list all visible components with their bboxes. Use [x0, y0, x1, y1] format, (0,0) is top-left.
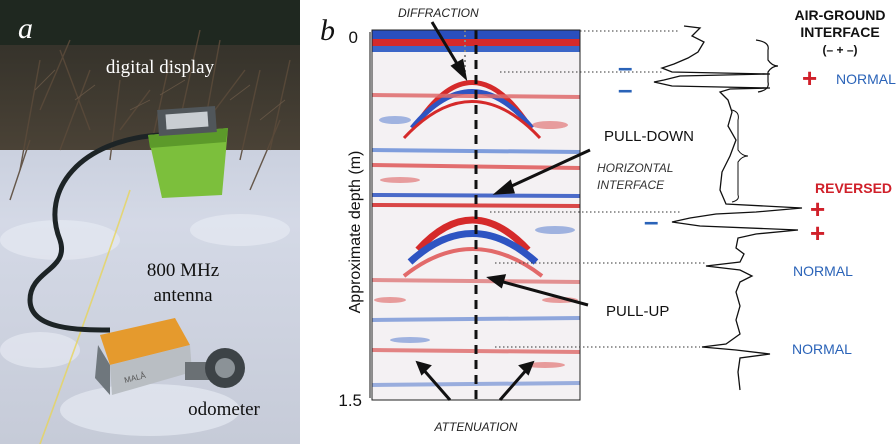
- air-ground-label-1: AIR-GROUND: [795, 7, 886, 23]
- depth-tick-1-5: 1.5: [338, 391, 362, 410]
- plus-sign-2: +: [810, 194, 825, 224]
- radargram-panel: b: [320, 6, 896, 434]
- air-ground-label-2: INTERFACE: [800, 24, 879, 40]
- pull-down-arrow: [502, 148, 591, 192]
- normal-label-3: NORMAL: [792, 341, 852, 357]
- panel-b-letter: b: [320, 14, 335, 47]
- pull-up-label: PULL-UP: [606, 303, 669, 320]
- bucket-with-display: [148, 106, 228, 198]
- depth-axis-label: Approximate depth (m): [347, 151, 364, 314]
- normal-label-2: NORMAL: [793, 263, 853, 279]
- air-ground-polarity: (– + –): [822, 43, 857, 57]
- trace-waveform: [653, 25, 803, 391]
- depth-tick-0: 0: [349, 28, 358, 47]
- normal-label-1: NORMAL: [836, 71, 896, 87]
- attenuation-label: ATTENUATION: [434, 420, 518, 434]
- mid-bracket: [731, 109, 749, 203]
- minus-sign-2: –: [618, 74, 632, 104]
- pull-up-arrow: [495, 278, 589, 307]
- minus-sign-1: –: [618, 52, 632, 82]
- field-photo-panel: MALÅ a digital display 800 MHz antenna o…: [0, 0, 300, 444]
- panel-a-letter: a: [18, 12, 33, 45]
- horizontal-interface-label-1: HORIZONTAL: [597, 161, 673, 175]
- radargram-frame: [371, 29, 581, 401]
- antenna-device: MALÅ: [95, 318, 245, 395]
- diffraction-label: DIFFRACTION: [398, 6, 479, 20]
- plus-sign-3: +: [810, 218, 825, 248]
- pull-down-label: PULL-DOWN: [604, 128, 694, 145]
- antenna-label-line1: 800 MHz: [147, 260, 219, 281]
- plus-sign-1: +: [802, 63, 817, 93]
- attenuation-arrow-right: [498, 367, 530, 401]
- horizontal-interface-label-2: INTERFACE: [597, 178, 665, 192]
- reversed-label: REVERSED: [815, 180, 892, 196]
- antenna-label-line2: antenna: [153, 285, 213, 306]
- attenuation-arrow-left: [420, 367, 452, 401]
- digital-display-label: digital display: [106, 57, 215, 78]
- odometer-label: odometer: [188, 399, 260, 420]
- minus-sign-3: –: [644, 206, 658, 236]
- radargram-image: [372, 30, 580, 400]
- air-ground-bracket: [755, 39, 779, 93]
